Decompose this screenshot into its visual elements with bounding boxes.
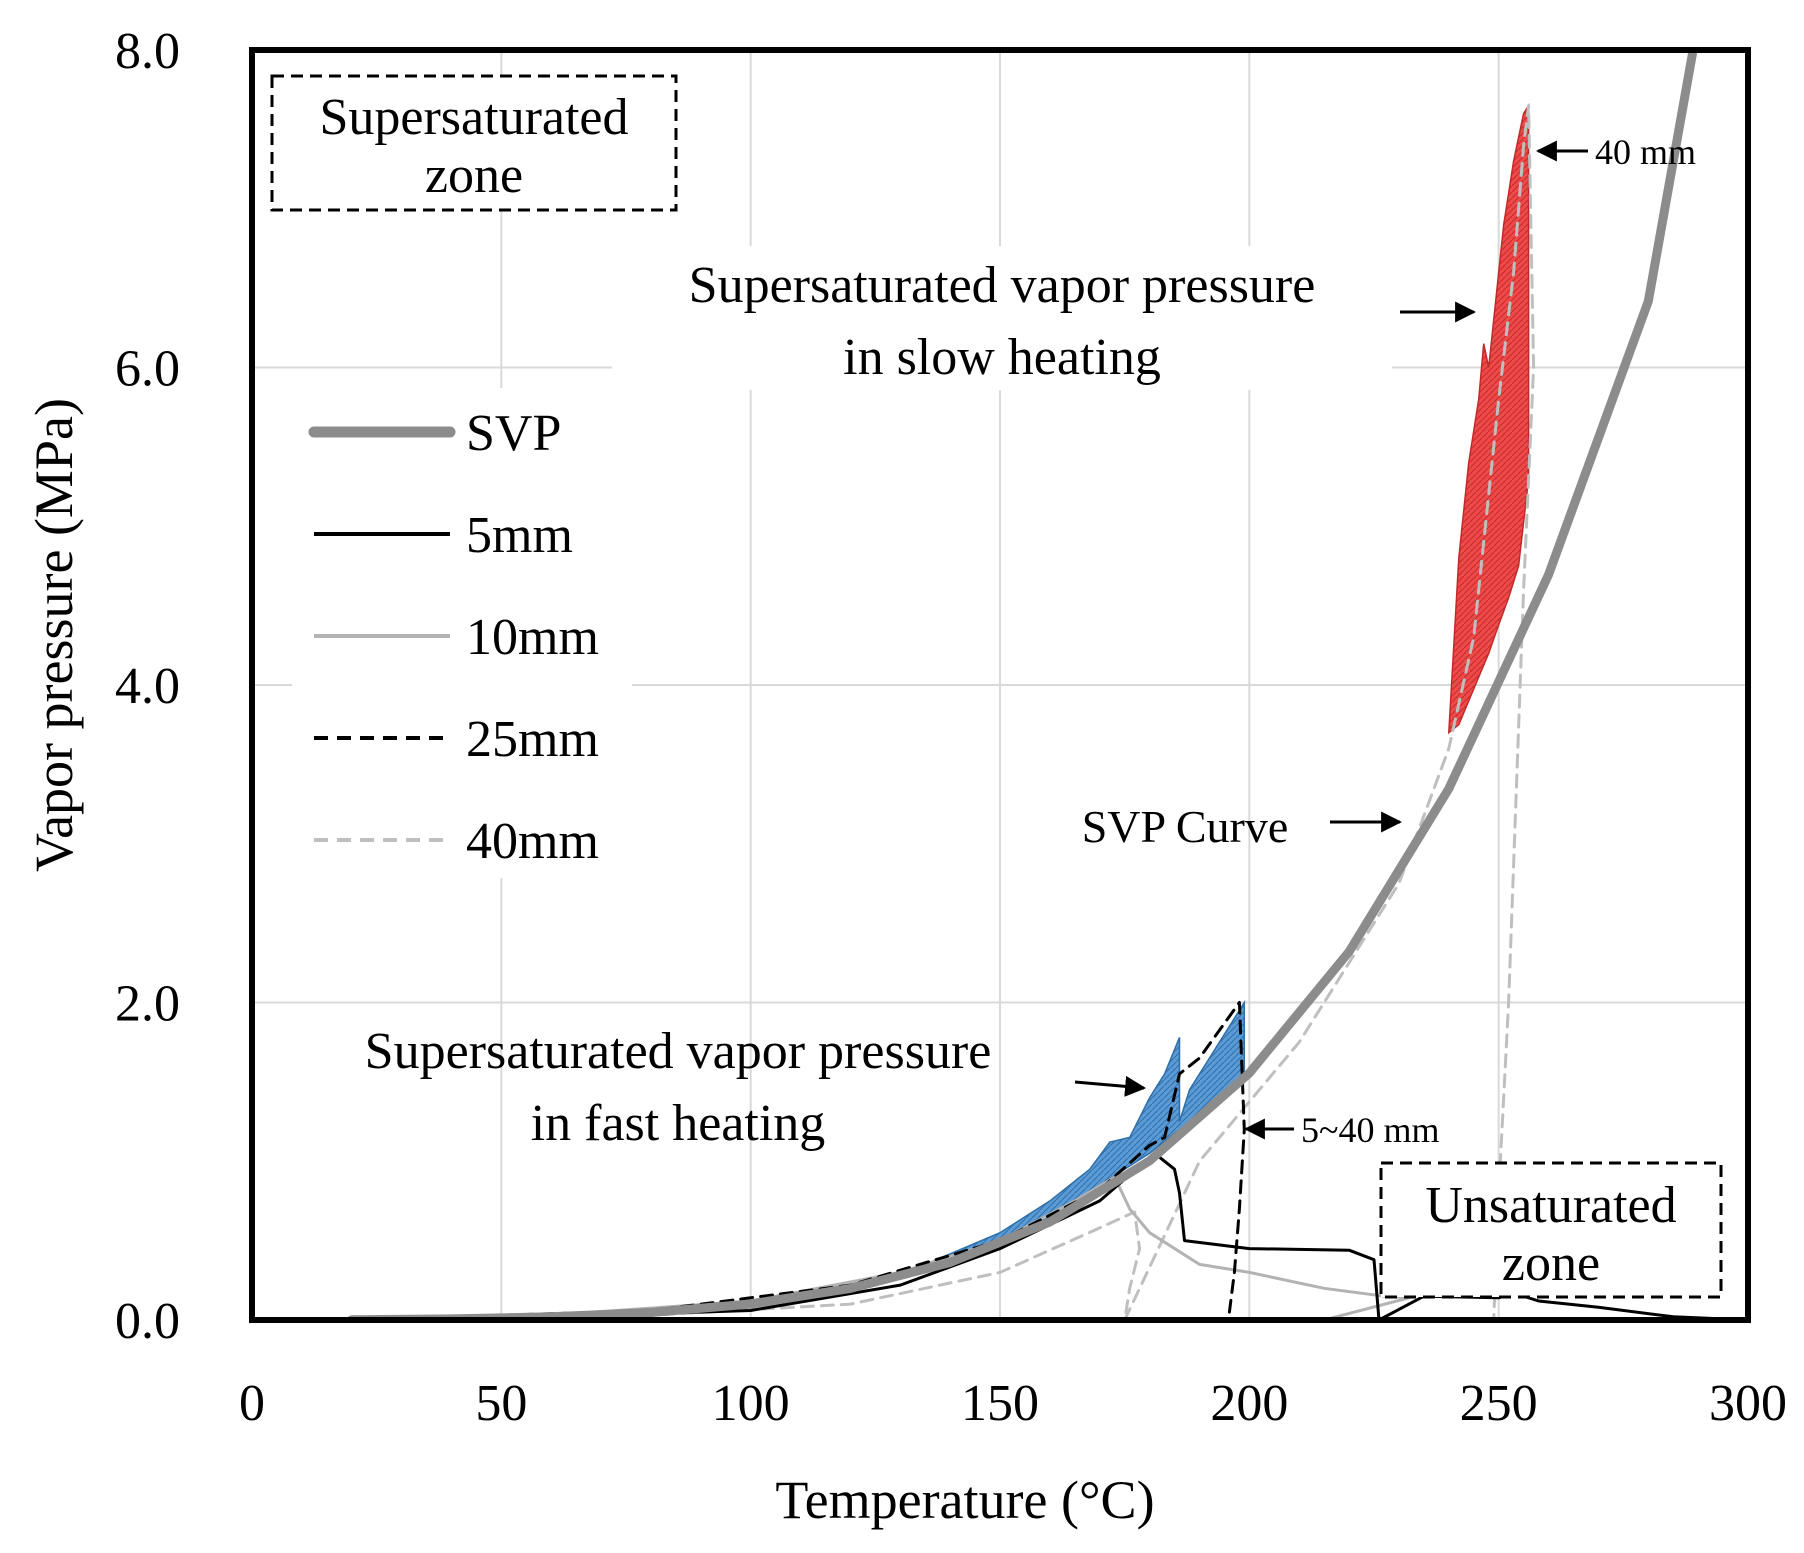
unsaturated-zone-box: Unsaturated zone (1379, 1161, 1723, 1299)
legend-label-10mm: 10mm (466, 609, 599, 666)
supersaturated-zone-line-2: zone (425, 147, 523, 204)
mm5-40-annotation: 5~40 mm (1243, 1110, 1439, 1150)
y-axis-label: Vapor pressure (MPa) (24, 398, 84, 872)
fast-heating-annotation: Supersaturated vapor pressure in fast he… (365, 1023, 1147, 1152)
fast-heating-arrow (1074, 1075, 1147, 1097)
series-line-5mm (275, 1151, 1750, 1320)
legend-label-5mm: 5mm (466, 507, 573, 564)
legend-label-svp: SVP (466, 405, 561, 462)
supersaturated-zone-line-1: Supersaturated (319, 89, 628, 146)
mm5-40-label: 5~40 mm (1301, 1110, 1439, 1150)
slow-heating-region (1447, 103, 1530, 735)
x-tick-label-2: 100 (712, 1375, 790, 1432)
x-tick-label-4: 200 (1210, 1375, 1288, 1432)
y-tick-label-3: 6.0 (115, 341, 180, 398)
y-tick-label-2: 4.0 (115, 658, 180, 715)
y-tick-label-1: 2.0 (115, 976, 180, 1033)
y-tick-label-0: 0.0 (115, 1293, 180, 1350)
plot-frame (249, 47, 1751, 1323)
y-tick-labels: 0.0 2.0 4.0 6.0 8.0 (115, 23, 180, 1350)
x-tick-label-5: 250 (1460, 1375, 1538, 1432)
svp-curve-label: SVP Curve (1082, 801, 1289, 852)
slow-heating-annotation: Supersaturated vapor pressure in slow he… (612, 246, 1477, 390)
unsaturated-zone-line-1: Unsaturated (1425, 1177, 1676, 1234)
x-tick-label-1: 50 (475, 1375, 527, 1432)
series-line-40mm (400, 104, 1536, 1320)
unsaturated-zone-line-2: zone (1502, 1235, 1600, 1292)
svp-curve-annotation: SVP Curve (1082, 801, 1403, 852)
mm40-label: 40 mm (1595, 132, 1696, 172)
legend-label-25mm: 25mm (466, 711, 599, 768)
x-tick-label-0: 0 (239, 1375, 265, 1432)
x-axis-label: Temperature (°C) (775, 1470, 1154, 1530)
x-tick-label-6: 300 (1709, 1375, 1787, 1432)
slow-heating-line-1: Supersaturated vapor pressure (689, 257, 1316, 314)
series-line-svp (347, 50, 1698, 1320)
legend-label-40mm: 40mm (466, 813, 599, 870)
slow-heating-line-2: in slow heating (843, 329, 1161, 386)
supersaturated-zone-box: Supersaturated zone (270, 74, 678, 212)
fast-heating-line-1: Supersaturated vapor pressure (365, 1023, 992, 1080)
fast-heating-line-2: in fast heating (531, 1095, 826, 1152)
legend: SVP 5mm 10mm 25mm 40mm (292, 388, 632, 878)
x-tick-labels: 0 50 100 150 200 250 300 (239, 1375, 1787, 1432)
x-tick-label-3: 150 (961, 1375, 1039, 1432)
mm40-annotation: 40 mm (1535, 132, 1696, 172)
y-tick-label-4: 8.0 (115, 23, 180, 80)
